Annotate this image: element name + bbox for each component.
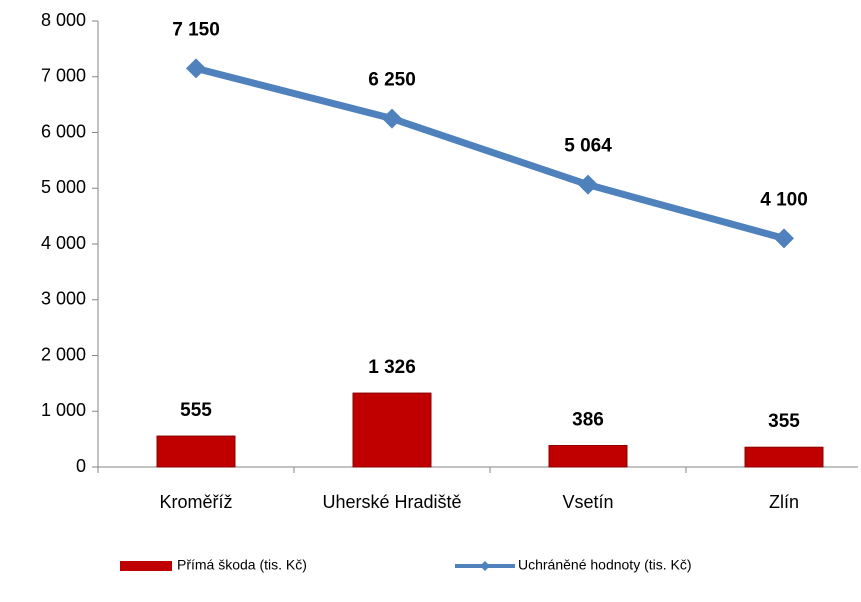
y-tick-label: 0 [76, 456, 86, 476]
data-label: 7 150 [172, 19, 220, 40]
data-label: 386 [572, 409, 604, 430]
y-tick-label: 1 000 [41, 400, 86, 420]
y-tick-label: 7 000 [41, 66, 86, 86]
marker [382, 108, 402, 129]
marker [774, 228, 794, 249]
y-tick-label: 8 000 [41, 10, 86, 30]
data-label: 355 [768, 411, 800, 432]
y-tick-label: 6 000 [41, 121, 86, 141]
marker [578, 174, 598, 195]
legend-swatch [120, 561, 172, 571]
x-tick-label: Kroměříž [159, 492, 232, 512]
y-tick-label: 5 000 [41, 177, 86, 197]
x-tick-label: Vsetín [562, 492, 613, 512]
x-tick-label: Uherské Hradiště [322, 492, 461, 512]
x-tick-label: Zlín [769, 492, 799, 512]
bar [156, 435, 236, 468]
data-label: 6 250 [368, 70, 416, 91]
data-label: 555 [180, 400, 212, 421]
data-label: 5 064 [564, 136, 612, 157]
legend-label: Přímá škoda (tis. Kč) [177, 557, 307, 573]
line [195, 64, 785, 242]
legend-label: Uchráněné hodnoty (tis. Kč) [518, 557, 692, 573]
marker [186, 58, 206, 79]
bar [548, 444, 628, 468]
data-label: 4 100 [760, 189, 808, 210]
bar [352, 392, 432, 468]
y-tick-label: 3 000 [41, 289, 86, 309]
bar [744, 446, 824, 468]
legend-marker [480, 561, 490, 571]
y-tick-label: 4 000 [41, 233, 86, 253]
data-label: 1 326 [368, 357, 416, 378]
y-tick-label: 2 000 [41, 344, 86, 364]
